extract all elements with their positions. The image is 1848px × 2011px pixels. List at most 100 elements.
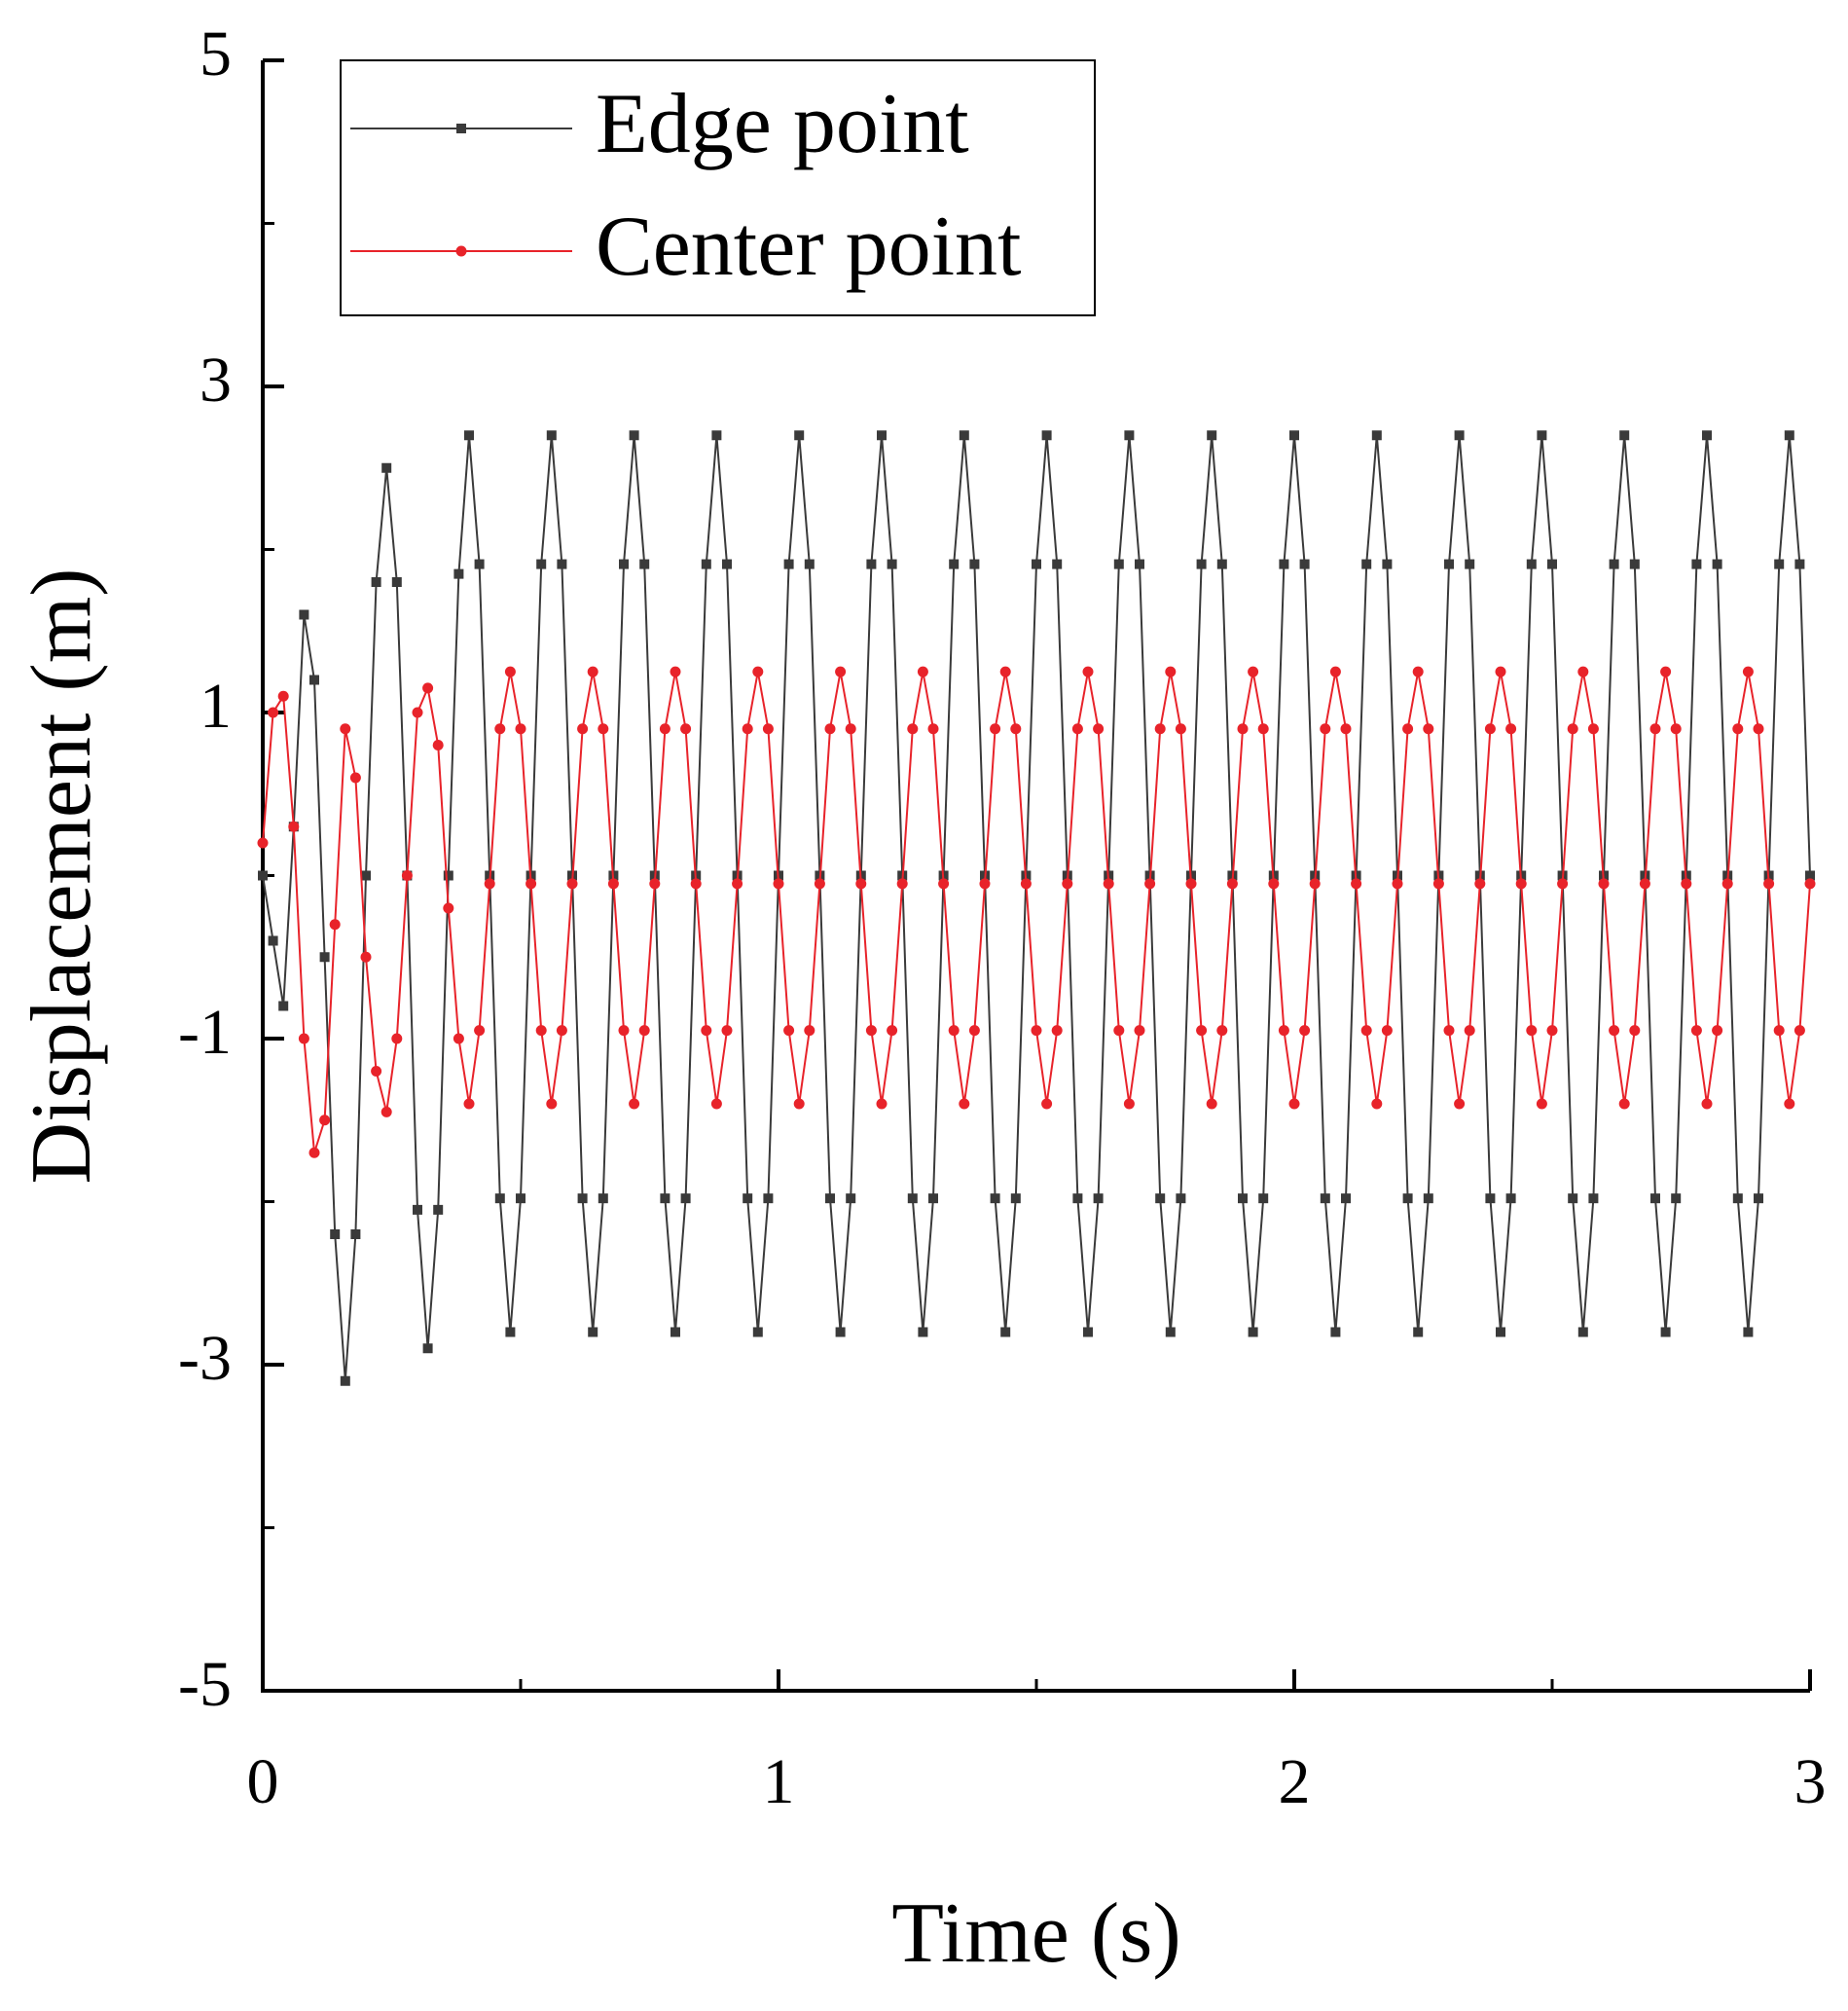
marker xyxy=(907,1193,918,1204)
marker xyxy=(1113,1025,1125,1037)
marker xyxy=(1392,878,1403,890)
marker xyxy=(1650,1193,1660,1204)
marker xyxy=(516,1193,525,1204)
marker xyxy=(1454,1098,1466,1110)
marker xyxy=(949,559,960,569)
marker xyxy=(1382,559,1393,569)
marker xyxy=(453,568,464,579)
marker xyxy=(990,1193,1000,1204)
marker xyxy=(1361,559,1372,569)
marker xyxy=(1288,1098,1300,1110)
marker xyxy=(268,707,279,718)
marker xyxy=(855,878,867,890)
marker xyxy=(278,1001,289,1011)
marker xyxy=(783,559,794,569)
marker xyxy=(494,723,506,735)
marker xyxy=(1083,1327,1093,1337)
marker xyxy=(257,837,269,849)
marker xyxy=(1071,723,1083,735)
marker xyxy=(371,1066,382,1077)
marker xyxy=(1093,1193,1104,1204)
marker xyxy=(1629,559,1640,569)
marker xyxy=(453,1033,464,1044)
marker xyxy=(258,870,268,881)
marker xyxy=(814,878,825,890)
marker xyxy=(1515,878,1527,890)
marker xyxy=(1454,430,1465,441)
marker xyxy=(422,682,434,694)
marker xyxy=(1216,559,1227,569)
marker xyxy=(1587,723,1599,735)
marker xyxy=(1413,1327,1424,1337)
marker xyxy=(1588,1193,1599,1204)
marker xyxy=(1402,1193,1413,1204)
marker xyxy=(535,1025,547,1037)
marker xyxy=(607,878,619,890)
marker xyxy=(1134,1025,1145,1037)
marker xyxy=(670,666,681,677)
marker xyxy=(1062,878,1073,890)
marker xyxy=(1423,723,1434,735)
marker xyxy=(1032,559,1041,569)
marker xyxy=(1753,723,1764,735)
marker xyxy=(1754,1193,1763,1204)
marker xyxy=(1103,878,1114,890)
marker xyxy=(505,1327,516,1337)
marker xyxy=(1238,1193,1248,1204)
marker xyxy=(298,1033,309,1044)
marker xyxy=(990,723,1001,735)
marker xyxy=(793,1098,805,1110)
marker xyxy=(1743,1327,1754,1337)
marker xyxy=(587,666,598,677)
marker xyxy=(1237,723,1249,735)
marker xyxy=(1257,723,1269,735)
marker xyxy=(763,1193,774,1204)
marker xyxy=(1093,723,1105,735)
marker xyxy=(1051,1025,1063,1037)
marker xyxy=(598,723,609,735)
marker xyxy=(1496,1327,1505,1337)
marker xyxy=(340,1375,350,1386)
marker xyxy=(762,723,774,735)
marker xyxy=(349,772,361,784)
marker xyxy=(391,1033,403,1044)
legend: Edge point Center point xyxy=(340,59,1096,316)
marker xyxy=(1123,1098,1135,1110)
y-axis-label: Displacement (m) xyxy=(15,568,109,1185)
marker xyxy=(722,559,732,569)
marker xyxy=(979,878,991,890)
legend-label: Center point xyxy=(596,200,1021,294)
marker xyxy=(1154,723,1166,735)
marker xyxy=(1609,559,1619,569)
marker xyxy=(1484,723,1496,735)
marker xyxy=(1721,878,1733,890)
marker xyxy=(969,559,980,569)
marker xyxy=(773,878,784,890)
marker xyxy=(638,1025,650,1037)
marker xyxy=(1278,1025,1289,1037)
marker xyxy=(443,902,454,914)
marker xyxy=(866,559,877,569)
marker xyxy=(1495,666,1506,677)
marker xyxy=(783,1025,795,1037)
marker xyxy=(1113,559,1124,569)
marker xyxy=(1124,430,1135,441)
marker xyxy=(1526,559,1537,569)
y-tick-label: 5 xyxy=(199,18,232,90)
marker xyxy=(1330,1327,1341,1337)
marker xyxy=(742,723,753,735)
marker xyxy=(1176,1193,1186,1204)
marker xyxy=(1052,559,1063,569)
marker xyxy=(546,1098,558,1110)
marker xyxy=(1351,878,1362,890)
marker xyxy=(1577,666,1589,677)
marker xyxy=(999,666,1011,677)
marker xyxy=(1299,1025,1311,1037)
marker xyxy=(959,1098,970,1110)
marker xyxy=(1072,1193,1083,1204)
marker xyxy=(1485,1193,1496,1204)
marker xyxy=(1082,666,1094,677)
marker xyxy=(1289,430,1299,441)
marker xyxy=(1671,1193,1682,1204)
